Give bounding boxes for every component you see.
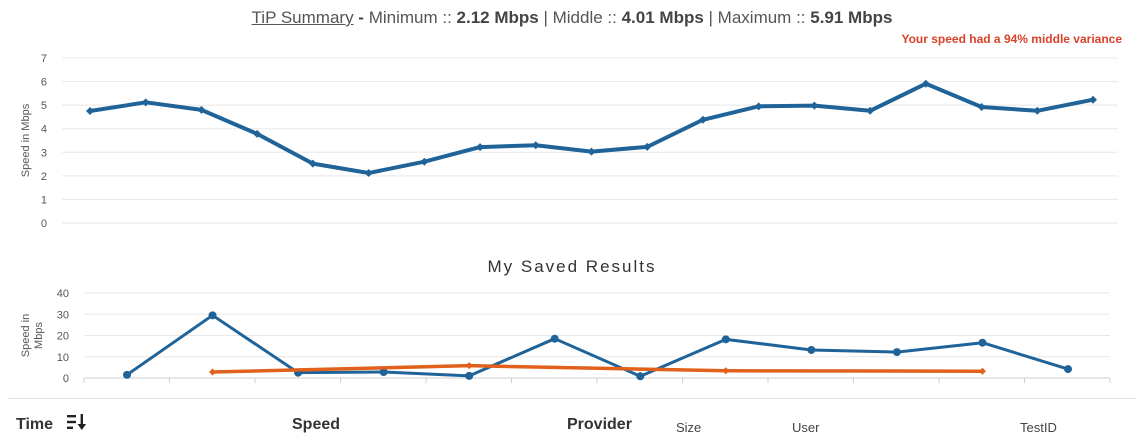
middle-value: 4.01 Mbps (621, 8, 704, 27)
column-user[interactable]: User (792, 420, 820, 435)
table-header-divider (8, 398, 1136, 399)
tip-summary-link[interactable]: TiP Summary (251, 8, 354, 27)
data-point (1033, 106, 1042, 115)
y-tick-label: 2 (41, 171, 47, 183)
data-point (722, 367, 730, 375)
separator: | (703, 8, 718, 27)
y-axis-label: Speed inMbps (20, 314, 45, 357)
data-point (253, 129, 262, 138)
data-point (420, 157, 429, 166)
variance-note: Your speed had a 94% middle variance (901, 32, 1122, 46)
y-axis-label: Speed in Mbps (20, 103, 32, 177)
minimum-label: Minimum :: (368, 8, 457, 27)
data-point (698, 115, 707, 124)
data-point (476, 143, 485, 152)
y-tick-label: 7 (41, 53, 47, 65)
data-point (379, 368, 388, 377)
summary-dash: - (353, 8, 369, 27)
summary-line: TiP Summary - Minimum :: 2.12 Mbps | Mid… (0, 8, 1144, 28)
data-point (754, 102, 763, 111)
data-point (587, 147, 596, 156)
y-tick-label: 30 (57, 309, 69, 321)
data-point (921, 79, 930, 88)
separator: | (538, 8, 553, 27)
data-point (86, 107, 94, 116)
data-point (978, 338, 987, 347)
data-point (364, 169, 373, 178)
data-point (1064, 365, 1072, 374)
data-point (643, 142, 652, 151)
data-point (465, 371, 474, 380)
maximum-label: Maximum :: (717, 8, 811, 27)
data-point (892, 348, 901, 357)
data-point (978, 367, 986, 375)
saved-average-line (212, 363, 983, 374)
data-point (721, 335, 730, 344)
column-testid[interactable]: TestID (1020, 420, 1057, 435)
data-point (810, 101, 819, 110)
y-tick-label: 4 (41, 124, 47, 136)
column-speed[interactable]: Speed (292, 416, 341, 433)
data-point (1089, 95, 1097, 104)
y-tick-label: 5 (41, 100, 47, 112)
y-tick-label: 1 (41, 194, 47, 206)
minimum-value: 2.12 Mbps (456, 8, 539, 27)
y-tick-label: 40 (57, 288, 69, 300)
data-point (531, 141, 540, 150)
y-tick-label: 0 (63, 373, 69, 385)
y-tick-label: 20 (57, 331, 69, 343)
data-point (465, 362, 473, 370)
data-point (308, 159, 317, 168)
column-size[interactable]: Size (676, 420, 702, 435)
y-tick-label: 6 (41, 77, 47, 89)
data-point (197, 105, 206, 114)
middle-label: Middle :: (552, 8, 622, 27)
data-point (141, 98, 150, 107)
data-point (807, 345, 816, 354)
y-tick-label: 0 (41, 218, 47, 230)
y-tick-label: 3 (41, 147, 47, 159)
sort-icon[interactable] (66, 412, 88, 432)
data-point (636, 372, 645, 381)
y-tick-label: 10 (57, 352, 69, 364)
data-point (209, 368, 217, 376)
column-provider[interactable]: Provider (567, 416, 632, 433)
saved-speed-line (126, 313, 1069, 378)
speed-history-chart: 0 1 2 3 4 5 6 7 Speed in Mbps (20, 53, 1118, 230)
saved-results-title: My Saved Results (487, 257, 657, 276)
data-point (123, 370, 131, 379)
saved-results-chart: 0 10 20 30 40 Speed inMbps (20, 288, 1111, 385)
data-point (866, 106, 875, 115)
column-time[interactable]: Time (16, 416, 54, 433)
data-point (208, 311, 217, 320)
maximum-value: 5.91 Mbps (810, 8, 893, 27)
data-point (550, 334, 559, 343)
data-point (977, 103, 986, 112)
